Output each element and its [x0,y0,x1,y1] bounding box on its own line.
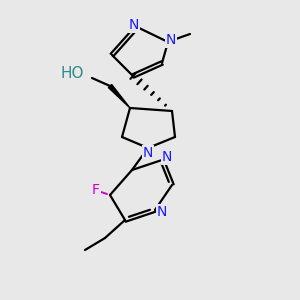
Polygon shape [108,85,130,108]
Text: F: F [92,183,100,197]
Text: N: N [166,33,176,47]
Text: N: N [129,18,139,32]
Text: N: N [143,146,153,160]
Text: HO: HO [61,67,84,82]
Text: N: N [162,150,172,164]
Text: N: N [157,205,167,219]
